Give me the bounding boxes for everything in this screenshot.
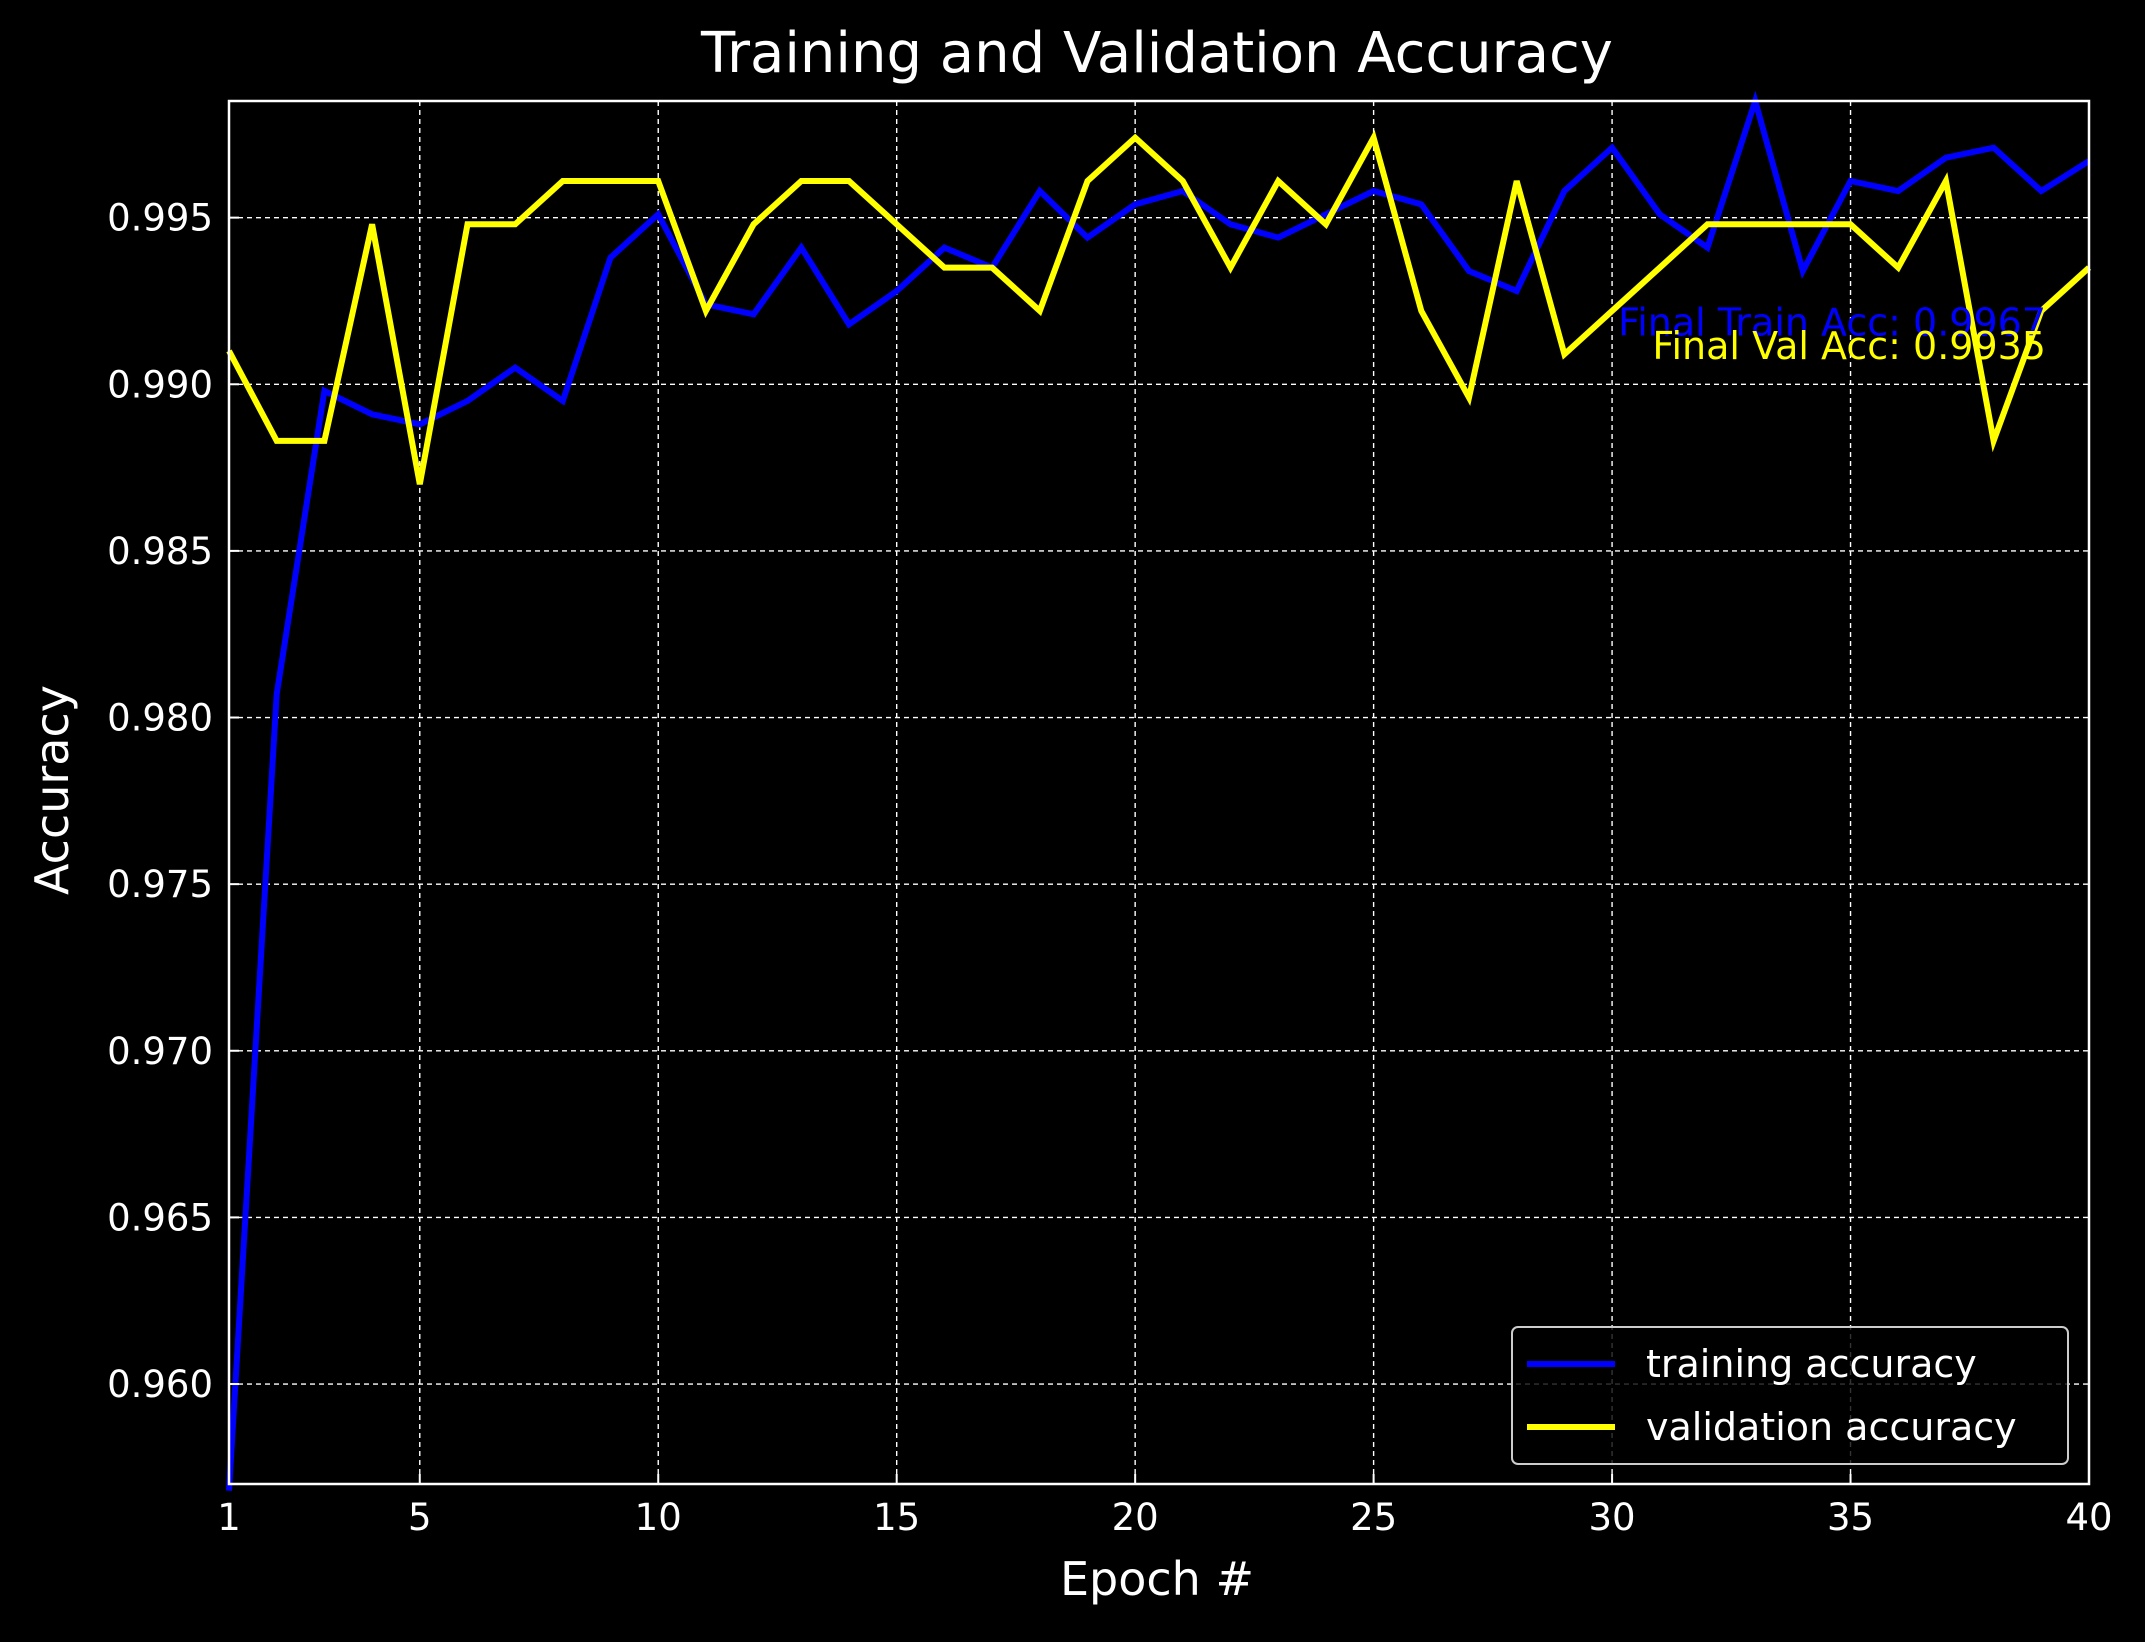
y-tick-label: 0.965 — [107, 1196, 213, 1239]
x-axis-label: Epoch # — [1060, 1552, 1254, 1606]
legend-label-training: training accuracy — [1646, 1342, 1977, 1386]
x-tick-label: 15 — [873, 1496, 920, 1539]
axis-ticks: 1 5 10 15 20 25 30 35 400.9600.9650.9700.9750.98… — [107, 197, 2112, 1539]
y-tick-label: 0.970 — [107, 1030, 213, 1073]
chart-title: Training and Validation Accuracy — [700, 21, 1613, 86]
grid-lines — [228, 101, 2090, 1484]
y-tick-label: 0.980 — [107, 697, 213, 740]
x-tick-label: 40 — [2065, 1496, 2112, 1539]
x-tick-label: 25 — [1350, 1496, 1397, 1539]
legend: training accuracy validation accuracy — [1511, 1326, 2069, 1465]
x-tick-label: 1 — [217, 1496, 241, 1539]
y-tick-label: 0.990 — [107, 363, 213, 406]
x-tick-label: 35 — [1827, 1496, 1874, 1539]
y-tick-label: 0.985 — [107, 530, 213, 573]
annotation-final-val: Final Val Acc: 0.9935 — [1652, 324, 2046, 368]
plot-frame — [227, 99, 2091, 1486]
y-tick-label: 0.975 — [107, 863, 213, 906]
annotation-final-train: Final Train Acc: 0.9967 — [1618, 301, 2046, 345]
y-tick-label: 0.995 — [107, 197, 213, 240]
y-tick-label: 0.960 — [107, 1363, 213, 1406]
legend-label-validation: validation accuracy — [1646, 1405, 2017, 1449]
x-tick-label: 5 — [408, 1496, 432, 1539]
y-axis-label: Accuracy — [25, 685, 79, 895]
series-line-validation — [226, 129, 2092, 485]
series-lines — [226, 90, 2092, 1491]
x-tick-label: 10 — [635, 1496, 682, 1539]
x-tick-label: 30 — [1589, 1496, 1636, 1539]
series-line-training — [226, 90, 2091, 1491]
x-tick-label: 20 — [1112, 1496, 1159, 1539]
legend-box — [1511, 1326, 2069, 1465]
